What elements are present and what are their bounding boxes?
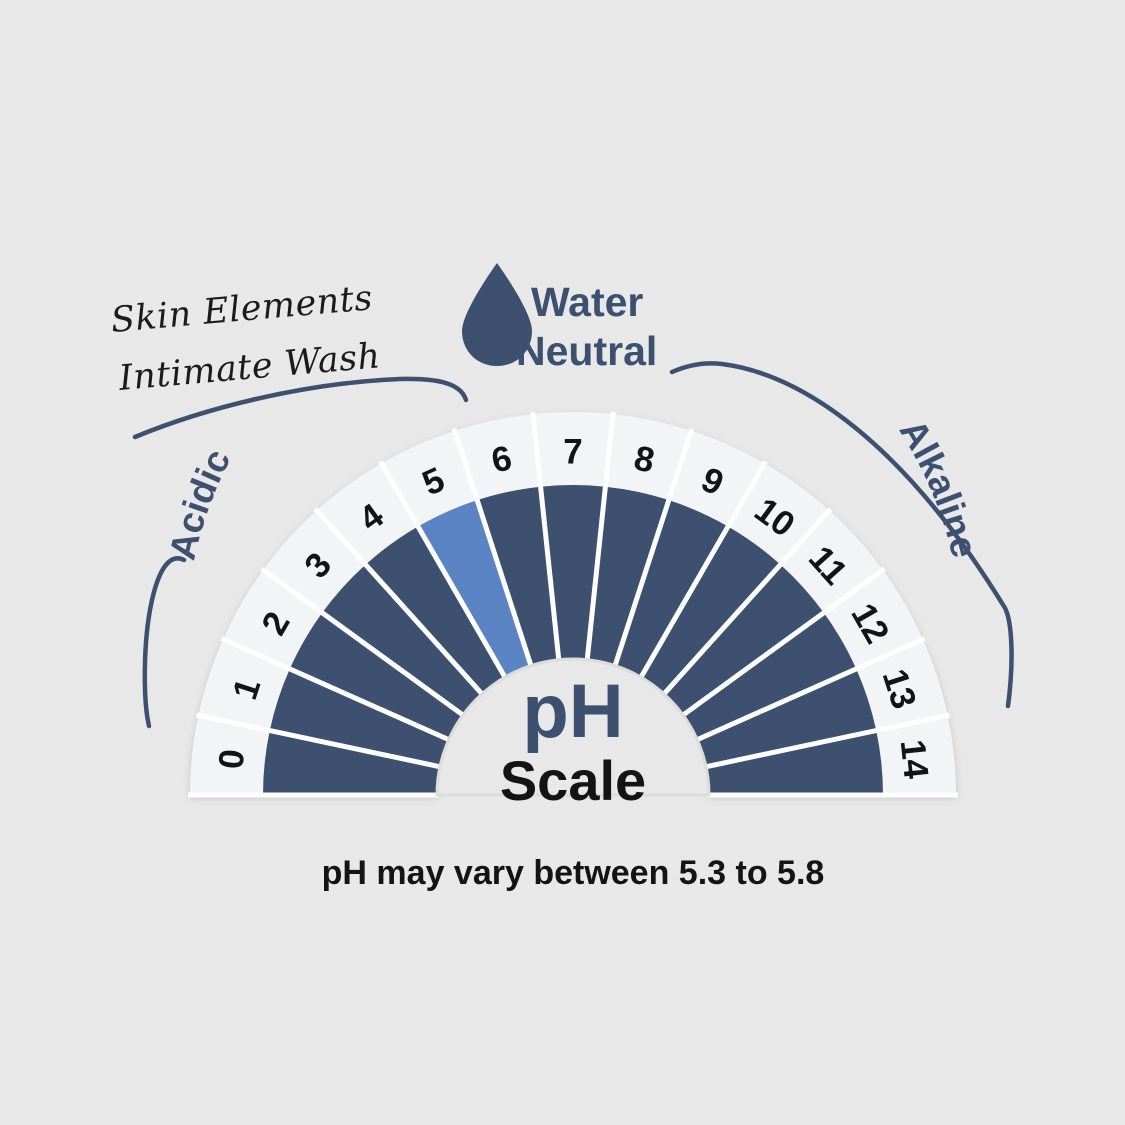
segment-divider bbox=[313, 507, 486, 698]
gauge-inner-hub bbox=[435, 657, 711, 797]
segment-divider bbox=[530, 411, 562, 662]
tick-number-7: 7 bbox=[563, 433, 582, 472]
gauge-segment-8[interactable] bbox=[587, 486, 669, 666]
gauge-segment-10[interactable] bbox=[641, 526, 781, 694]
gauge-divider-layer bbox=[188, 411, 958, 798]
segment-divider bbox=[703, 712, 951, 770]
caption-text: pH may vary between 5.3 to 5.8 bbox=[322, 854, 825, 892]
acidic-range-bracket bbox=[142, 556, 187, 729]
gauge-segment-1[interactable] bbox=[269, 668, 449, 767]
product-name-line2: Intimate Wash bbox=[116, 336, 382, 399]
gauge-segment-6[interactable] bbox=[477, 486, 559, 666]
segment-divider bbox=[195, 712, 443, 770]
gauge-segment-4[interactable] bbox=[365, 526, 505, 694]
segment-divider bbox=[612, 428, 695, 669]
gauge-segment-12[interactable] bbox=[683, 612, 857, 740]
segment-divider bbox=[584, 411, 616, 662]
water-drop-icon bbox=[462, 263, 532, 366]
segment-divider bbox=[660, 507, 833, 698]
gauge-segment-2[interactable] bbox=[289, 612, 463, 740]
segment-divider bbox=[220, 636, 452, 743]
acidic-label: Acidic bbox=[162, 443, 239, 564]
segment-divider bbox=[378, 460, 509, 681]
gauge-hub bbox=[435, 657, 711, 797]
gauge-segment-14[interactable] bbox=[706, 730, 884, 795]
segment-divider bbox=[260, 566, 467, 719]
center-ph-label: pH bbox=[522, 669, 623, 754]
alkaline-label: Alkaline bbox=[892, 412, 986, 561]
tick-number-14: 14 bbox=[893, 738, 936, 781]
gauge-segment-7[interactable] bbox=[540, 485, 606, 660]
segment-divider bbox=[694, 636, 926, 743]
gauge-segment-3[interactable] bbox=[322, 564, 482, 716]
gauge-segment-layer bbox=[263, 485, 884, 795]
gauge-segment-5[interactable] bbox=[418, 500, 531, 678]
product-name-line1: Skin Elements bbox=[109, 278, 374, 341]
product-pointer-bracket bbox=[132, 376, 469, 440]
tick-number-0: 0 bbox=[211, 747, 252, 770]
gauge-segment-13[interactable] bbox=[697, 668, 877, 767]
segment-divider bbox=[451, 428, 534, 669]
segment-divider bbox=[679, 566, 886, 719]
water-label: Water bbox=[531, 279, 643, 325]
gauge-segment-0[interactable] bbox=[263, 730, 440, 795]
alkaline-range-bracket bbox=[669, 361, 1014, 709]
gauge-segment-11[interactable] bbox=[664, 564, 824, 716]
segment-divider bbox=[637, 460, 768, 681]
gauge-segment-9[interactable] bbox=[615, 500, 728, 678]
center-scale-label: Scale bbox=[500, 749, 646, 812]
neutral-label: Neutral bbox=[516, 328, 657, 374]
